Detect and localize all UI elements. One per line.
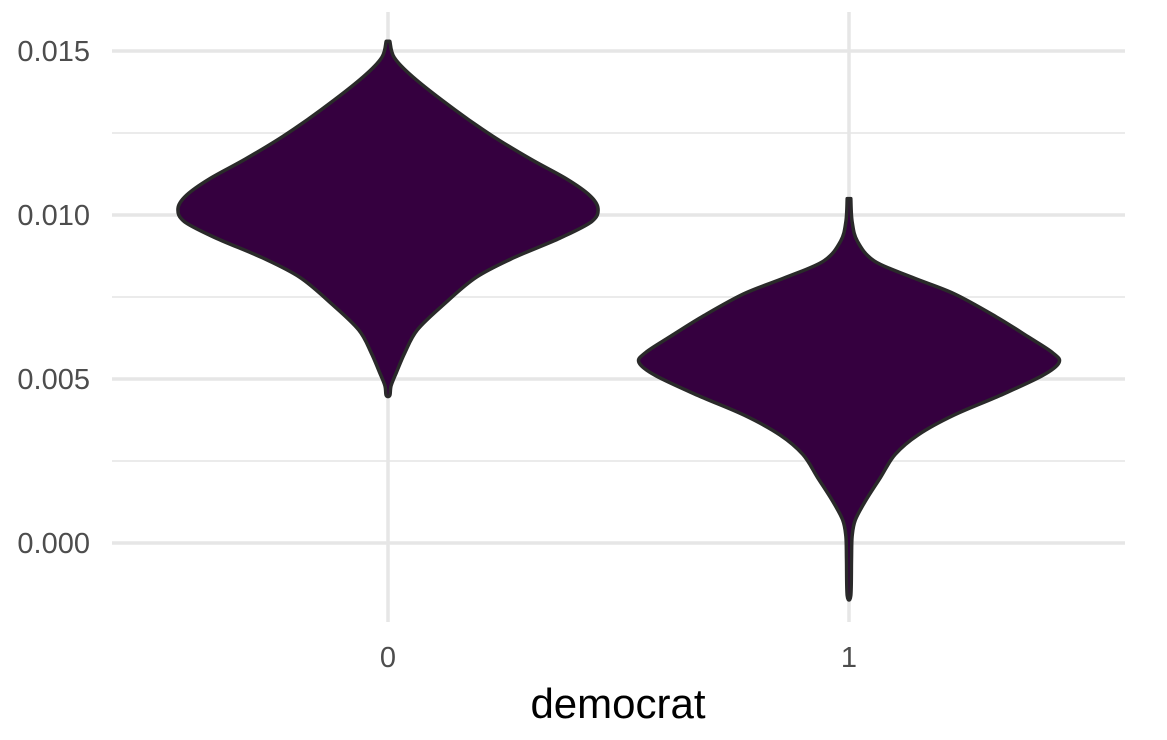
- y-tick-label: 0.015: [17, 36, 90, 68]
- y-axis-tick-labels: 0.000 0.005 0.010 0.015: [17, 36, 90, 560]
- x-tick-label: 0: [380, 642, 396, 674]
- violin-0: [176, 39, 600, 399]
- violins: [176, 39, 1062, 602]
- x-tick-label: 1: [841, 642, 857, 674]
- y-tick-label: 0.000: [17, 528, 90, 560]
- y-tick-label: 0.005: [17, 364, 90, 396]
- y-tick-label: 0.010: [17, 200, 90, 232]
- x-axis-title: democrat: [530, 680, 705, 727]
- violin-1: [636, 196, 1062, 602]
